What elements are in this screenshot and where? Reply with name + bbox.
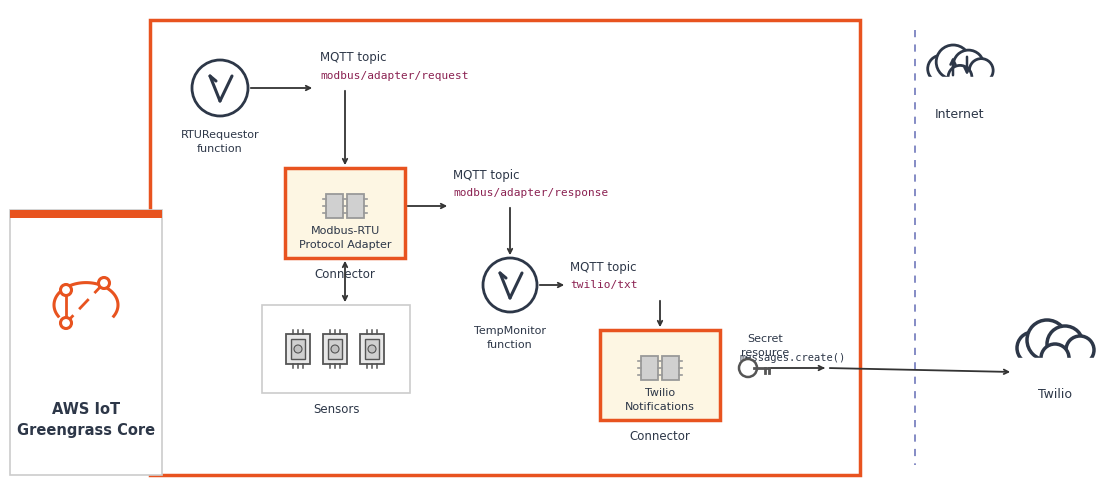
- FancyBboxPatch shape: [285, 168, 405, 258]
- FancyBboxPatch shape: [323, 334, 347, 364]
- FancyBboxPatch shape: [364, 339, 379, 359]
- Circle shape: [192, 60, 248, 116]
- Circle shape: [739, 359, 757, 377]
- Text: MQTT topic: MQTT topic: [453, 168, 520, 182]
- Circle shape: [936, 45, 970, 79]
- FancyBboxPatch shape: [642, 356, 659, 380]
- FancyBboxPatch shape: [600, 330, 720, 420]
- Circle shape: [1041, 344, 1069, 372]
- Circle shape: [331, 345, 339, 353]
- Circle shape: [1065, 336, 1095, 364]
- Text: modbus/adapter/response: modbus/adapter/response: [453, 188, 608, 198]
- Text: MQTT topic: MQTT topic: [570, 261, 636, 275]
- Text: modbus/adapter/request: modbus/adapter/request: [320, 71, 468, 81]
- Text: Modbus-RTU
Protocol Adapter: Modbus-RTU Protocol Adapter: [299, 226, 391, 250]
- Circle shape: [294, 345, 302, 353]
- Circle shape: [1027, 320, 1067, 360]
- Text: twilio/txt: twilio/txt: [570, 280, 637, 290]
- FancyBboxPatch shape: [10, 210, 162, 475]
- Text: Twilio
Notifications: Twilio Notifications: [625, 388, 695, 412]
- Circle shape: [954, 50, 984, 81]
- Text: RTURequestor
function: RTURequestor function: [181, 130, 259, 154]
- Text: TempMonitor
function: TempMonitor function: [474, 326, 546, 350]
- Circle shape: [969, 58, 993, 82]
- FancyBboxPatch shape: [291, 339, 305, 359]
- Circle shape: [1046, 326, 1083, 362]
- Text: Connector: Connector: [314, 268, 376, 281]
- Circle shape: [1017, 332, 1049, 364]
- Text: Sensors: Sensors: [313, 403, 359, 416]
- Circle shape: [60, 285, 72, 296]
- Circle shape: [60, 317, 72, 329]
- Circle shape: [98, 278, 110, 289]
- Text: Twilio: Twilio: [1038, 388, 1072, 401]
- Text: MQTT topic: MQTT topic: [320, 51, 387, 64]
- FancyBboxPatch shape: [662, 356, 679, 380]
- FancyBboxPatch shape: [360, 334, 383, 364]
- Circle shape: [948, 65, 972, 89]
- FancyBboxPatch shape: [347, 194, 363, 218]
- Text: Internet: Internet: [936, 108, 985, 121]
- FancyBboxPatch shape: [326, 194, 343, 218]
- Circle shape: [483, 258, 537, 312]
- FancyBboxPatch shape: [286, 334, 310, 364]
- FancyBboxPatch shape: [10, 210, 162, 218]
- Circle shape: [368, 345, 376, 353]
- Text: AWS IoT
Greengrass Core: AWS IoT Greengrass Core: [17, 402, 155, 438]
- Circle shape: [928, 55, 955, 82]
- Text: messages.create(): messages.create(): [740, 353, 846, 363]
- Text: Secret
resource: Secret resource: [741, 334, 789, 358]
- FancyBboxPatch shape: [328, 339, 342, 359]
- Text: Connector: Connector: [629, 430, 691, 443]
- FancyBboxPatch shape: [262, 305, 410, 393]
